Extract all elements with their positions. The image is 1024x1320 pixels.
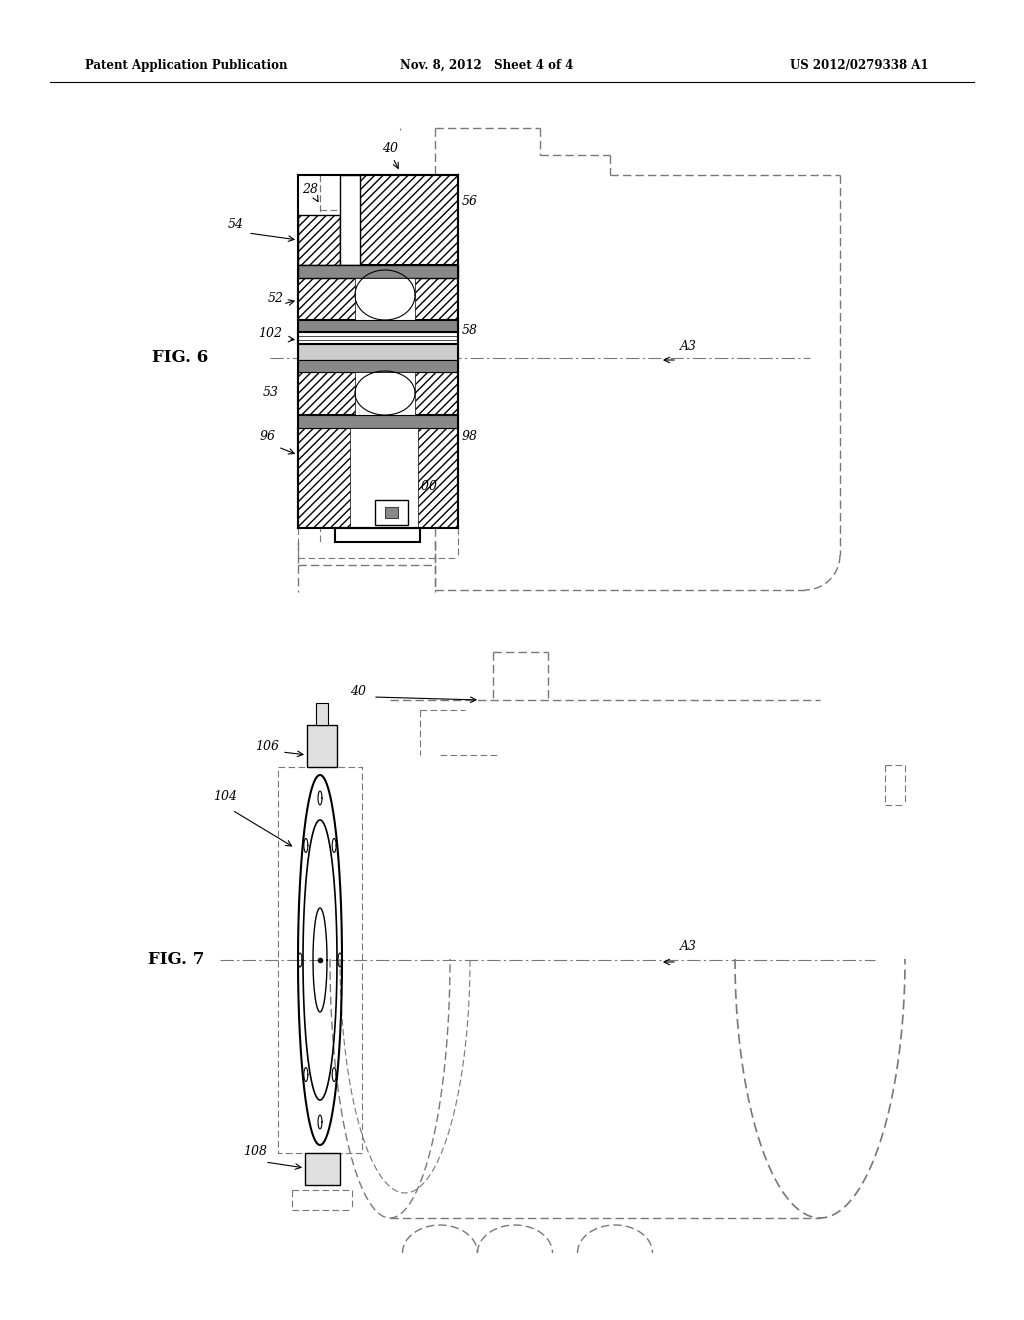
Polygon shape	[335, 528, 420, 543]
Polygon shape	[307, 725, 337, 767]
Polygon shape	[298, 265, 458, 279]
Polygon shape	[304, 1152, 340, 1185]
Polygon shape	[350, 428, 418, 528]
Text: 98: 98	[462, 430, 478, 444]
Text: Nov. 8, 2012   Sheet 4 of 4: Nov. 8, 2012 Sheet 4 of 4	[400, 58, 573, 71]
Polygon shape	[316, 704, 328, 725]
Polygon shape	[298, 345, 458, 360]
Polygon shape	[355, 279, 415, 319]
Polygon shape	[355, 372, 415, 414]
Text: FIG. 7: FIG. 7	[148, 952, 205, 969]
Polygon shape	[298, 319, 458, 333]
Text: FIG. 6: FIG. 6	[152, 350, 208, 367]
Text: 28: 28	[302, 183, 318, 195]
Text: 100: 100	[413, 480, 437, 492]
Text: 108: 108	[243, 1144, 267, 1158]
Text: A3: A3	[680, 341, 697, 352]
Text: 104: 104	[213, 789, 237, 803]
Polygon shape	[298, 279, 458, 319]
Polygon shape	[298, 360, 458, 372]
Polygon shape	[298, 333, 458, 345]
Text: 40: 40	[382, 143, 398, 154]
Text: 53: 53	[263, 385, 279, 399]
Text: US 2012/0279338 A1: US 2012/0279338 A1	[790, 58, 929, 71]
Text: 58: 58	[462, 323, 478, 337]
Text: Patent Application Publication: Patent Application Publication	[85, 58, 288, 71]
Polygon shape	[360, 176, 458, 265]
Polygon shape	[375, 500, 408, 525]
Polygon shape	[298, 215, 340, 265]
Polygon shape	[298, 372, 458, 414]
Text: 96: 96	[260, 430, 276, 444]
Text: 56: 56	[462, 195, 478, 209]
Polygon shape	[298, 414, 458, 428]
Text: 54: 54	[228, 218, 244, 231]
Text: 106: 106	[255, 741, 279, 752]
Polygon shape	[340, 176, 360, 265]
Text: 40: 40	[350, 685, 366, 698]
Text: A3: A3	[680, 940, 697, 953]
Text: 102: 102	[258, 327, 282, 341]
Polygon shape	[385, 507, 398, 517]
Text: 52: 52	[268, 292, 284, 305]
Polygon shape	[298, 428, 458, 528]
